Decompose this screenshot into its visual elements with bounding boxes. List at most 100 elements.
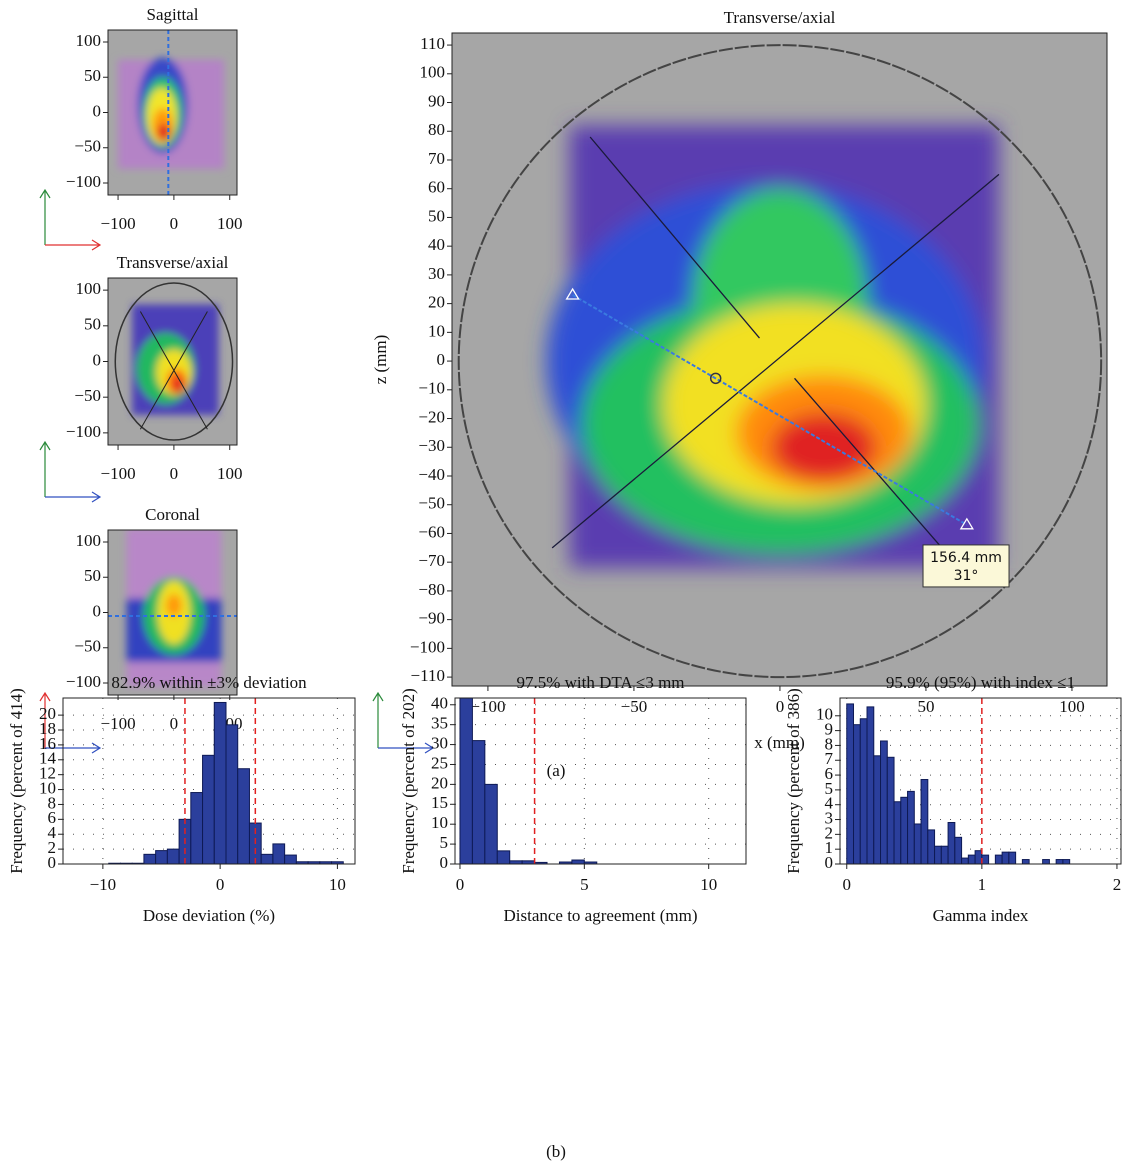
y-tick-label: 4	[825, 794, 834, 813]
measure-line	[572, 294, 968, 526]
bar	[260, 853, 274, 864]
y-tick-label: 7	[825, 749, 834, 768]
bar	[1055, 859, 1064, 864]
plot-frame	[454, 697, 747, 865]
y-tick-label: −30	[418, 436, 445, 455]
bar	[981, 854, 990, 864]
y-tick-label: 16	[39, 734, 56, 753]
y-tick-label: 15	[431, 793, 448, 812]
chart-title: 95.9% (95%) with index ≤1	[886, 673, 1075, 692]
y-tick-label: 35	[431, 714, 448, 733]
y-tick-label: 50	[84, 66, 101, 85]
bar	[940, 845, 949, 864]
x-axis-label: Gamma index	[933, 906, 1029, 925]
y-tick-label: 5	[825, 779, 834, 798]
x-tick-label: 50	[917, 697, 934, 716]
y-tick-label: 50	[84, 566, 101, 585]
y-tick-label: 6	[825, 764, 834, 783]
dose-region	[157, 123, 171, 141]
bar	[994, 854, 1003, 864]
bar	[954, 836, 963, 864]
y-tick-label: 10	[816, 705, 833, 724]
y-tick-label: 110	[420, 34, 445, 53]
bar	[237, 768, 250, 864]
bar	[190, 792, 204, 864]
dose-map	[108, 530, 237, 687]
bar	[866, 706, 875, 864]
bar	[1042, 859, 1050, 864]
y-axis-label: Frequency (percent of 414)	[7, 688, 26, 874]
y-tick-label: 30	[431, 733, 448, 752]
bar	[880, 740, 888, 864]
y-tick-label: 100	[76, 31, 102, 50]
chart-title: 97.5% with DTA ≤3 mm	[516, 673, 684, 692]
bar	[284, 854, 297, 864]
beam-line	[551, 173, 1000, 549]
x-tick-label: 100	[1059, 697, 1085, 716]
y-tick-label: 0	[48, 853, 57, 872]
bar	[900, 796, 909, 864]
y-tick-label: 20	[39, 704, 56, 723]
y-tick-label: 0	[437, 350, 446, 369]
bar	[471, 740, 486, 864]
y-tick-label: 14	[39, 749, 57, 768]
y-tick-label: 5	[440, 833, 449, 852]
bar	[913, 823, 922, 864]
phantom-outline	[457, 44, 1103, 679]
x-tick-label: 100	[217, 464, 243, 483]
y-tick-label: −100	[66, 172, 101, 191]
y-tick-label: 18	[39, 719, 56, 738]
y-tick-label: 40	[431, 694, 448, 713]
y-tick-label: 50	[428, 206, 445, 225]
x-tick-label: −50	[621, 697, 648, 716]
measure-end	[565, 287, 580, 300]
x-tick-label: 10	[329, 875, 346, 894]
x-axis-label: Dose deviation (%)	[143, 906, 275, 925]
x-axis-label: Distance to agreement (mm)	[503, 906, 697, 925]
dose-map	[457, 44, 1103, 679]
bar	[571, 859, 585, 864]
y-tick-label: 3	[825, 808, 834, 827]
y-tick-label: −20	[418, 407, 445, 426]
panel-label: (a)	[547, 761, 566, 780]
y-tick-label: 100	[76, 531, 102, 550]
bar	[272, 843, 286, 864]
y-tick-label: 2	[48, 838, 57, 857]
x-tick-label: 0	[776, 697, 785, 716]
x-tick-label: 1	[978, 875, 987, 894]
bar	[202, 754, 215, 864]
y-axis-label: z (mm)	[371, 335, 390, 385]
bar	[967, 854, 976, 864]
dose-map	[114, 282, 234, 441]
x-tick-label: 0	[170, 464, 179, 483]
bar	[907, 790, 915, 864]
y-tick-label: 90	[428, 91, 445, 110]
y-tick-label: 0	[93, 601, 102, 620]
bar	[1062, 859, 1071, 864]
bar	[893, 801, 902, 864]
y-tick-label: −50	[418, 494, 445, 513]
y-tick-label: −70	[418, 551, 445, 570]
bar	[496, 850, 511, 864]
x-tick-label: −100	[101, 464, 136, 483]
x-tick-label: 2	[1113, 875, 1122, 894]
bar	[1001, 851, 1010, 864]
orientation-arrows	[39, 188, 435, 754]
bar	[920, 779, 929, 864]
y-tick-label: −110	[411, 666, 445, 685]
bars	[846, 703, 1071, 864]
bar	[974, 850, 983, 864]
y-tick-label: 6	[48, 808, 57, 827]
y-tick-label: 25	[431, 753, 448, 772]
bar	[225, 724, 239, 864]
dose-blobs	[132, 304, 219, 416]
measure-box	[922, 544, 1010, 588]
beam-line	[589, 136, 760, 339]
bars	[459, 698, 598, 864]
x-tick-label: −10	[90, 875, 117, 894]
bars	[108, 701, 344, 864]
bar	[143, 853, 157, 864]
measure-distance: 156.4 mm	[930, 550, 1002, 566]
y-tick-label: 8	[825, 734, 834, 753]
y-tick-label: 20	[431, 773, 448, 792]
